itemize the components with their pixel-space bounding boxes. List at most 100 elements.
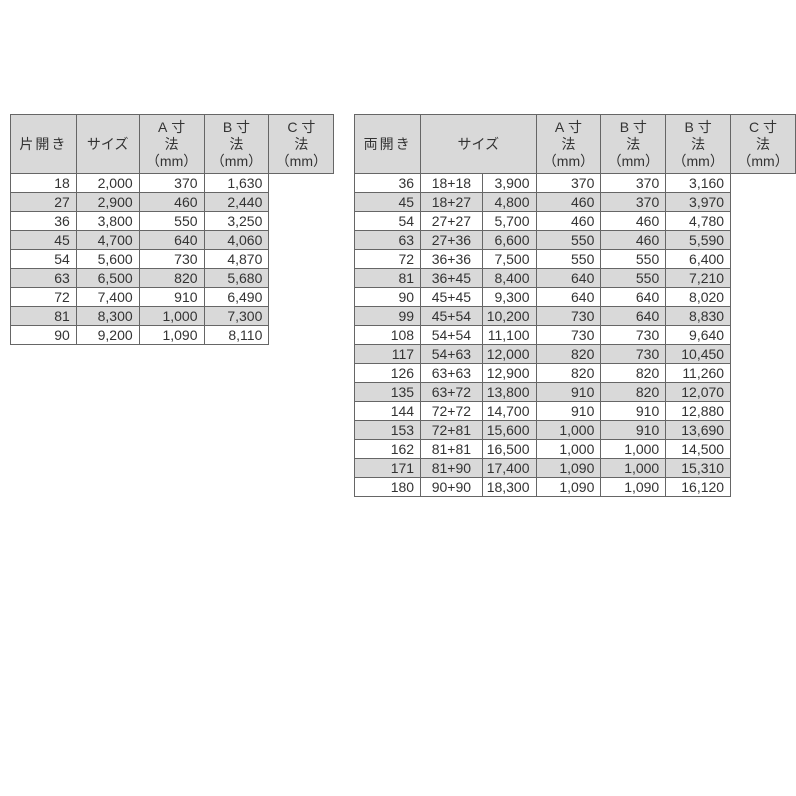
cell-b2: 640 [601, 307, 666, 326]
col-c: C 寸法（mm） [269, 115, 334, 174]
cell-c: 1,630 [204, 174, 269, 193]
cell-size: 108 [355, 326, 421, 345]
cell-c: 7,210 [666, 269, 731, 288]
cell-a: 2,000 [76, 174, 139, 193]
cell-a: 9,200 [76, 326, 139, 345]
table-row: 11754+6312,00082073010,450 [355, 345, 796, 364]
cell-b1: 1,000 [536, 440, 601, 459]
cell-b1: 370 [536, 174, 601, 193]
cell-size: 180 [355, 478, 421, 497]
table-row: 12663+6312,90082082011,260 [355, 364, 796, 383]
cell-b2: 910 [601, 402, 666, 421]
cell-size: 72 [11, 288, 77, 307]
cell-b1: 820 [536, 364, 601, 383]
cell-b2: 640 [601, 288, 666, 307]
cell-c: 15,310 [666, 459, 731, 478]
table-row: 13563+7213,80091082012,070 [355, 383, 796, 402]
cell-combo: 90+90 [421, 478, 483, 497]
cell-size: 63 [11, 269, 77, 288]
cell-a: 7,500 [482, 250, 536, 269]
cell-b1: 640 [536, 269, 601, 288]
cell-b: 550 [139, 212, 204, 231]
cell-b1: 460 [536, 193, 601, 212]
col-a: A 寸法（mm） [536, 115, 601, 174]
cell-combo: 54+54 [421, 326, 483, 345]
table-row: 16281+8116,5001,0001,00014,500 [355, 440, 796, 459]
table-row: 363,8005503,250 [11, 212, 334, 231]
cell-a: 2,900 [76, 193, 139, 212]
cell-a: 6,600 [482, 231, 536, 250]
cell-c: 8,830 [666, 307, 731, 326]
cell-a: 5,600 [76, 250, 139, 269]
cell-b2: 370 [601, 193, 666, 212]
cell-size: 126 [355, 364, 421, 383]
cell-size: 81 [11, 307, 77, 326]
cell-b1: 910 [536, 383, 601, 402]
cell-c: 12,070 [666, 383, 731, 402]
cell-c: 14,500 [666, 440, 731, 459]
cell-b1: 730 [536, 307, 601, 326]
cell-c: 10,450 [666, 345, 731, 364]
cell-a: 12,900 [482, 364, 536, 383]
cell-a: 5,700 [482, 212, 536, 231]
cell-a: 13,800 [482, 383, 536, 402]
table-row: 6327+366,6005504605,590 [355, 231, 796, 250]
cell-b2: 550 [601, 269, 666, 288]
table-row: 182,0003701,630 [11, 174, 334, 193]
table-row: 5427+275,7004604604,780 [355, 212, 796, 231]
cell-combo: 54+63 [421, 345, 483, 364]
cell-b2: 550 [601, 250, 666, 269]
cell-b: 820 [139, 269, 204, 288]
cell-a: 11,100 [482, 326, 536, 345]
table-row: 909,2001,0908,110 [11, 326, 334, 345]
cell-b2: 730 [601, 345, 666, 364]
table-row: 18090+9018,3001,0901,09016,120 [355, 478, 796, 497]
cell-b1: 730 [536, 326, 601, 345]
cell-combo: 72+81 [421, 421, 483, 440]
cell-b: 370 [139, 174, 204, 193]
cell-b2: 460 [601, 212, 666, 231]
cell-a: 16,500 [482, 440, 536, 459]
cell-b1: 910 [536, 402, 601, 421]
cell-b1: 550 [536, 250, 601, 269]
cell-combo: 36+36 [421, 250, 483, 269]
cell-size: 18 [11, 174, 77, 193]
cell-b1: 1,090 [536, 459, 601, 478]
cell-c: 4,780 [666, 212, 731, 231]
table-row: 7236+367,5005505506,400 [355, 250, 796, 269]
cell-a: 15,600 [482, 421, 536, 440]
cell-b2: 1,090 [601, 478, 666, 497]
cell-b1: 820 [536, 345, 601, 364]
cell-a: 10,200 [482, 307, 536, 326]
cell-size: 72 [355, 250, 421, 269]
cell-a: 3,800 [76, 212, 139, 231]
tables-container: 片開き サイズ A 寸法（mm） B 寸法（mm） C 寸法（mm） 182,0… [10, 114, 796, 497]
cell-size: 27 [11, 193, 77, 212]
cell-combo: 72+72 [421, 402, 483, 421]
cell-size: 45 [11, 231, 77, 250]
cell-combo: 27+27 [421, 212, 483, 231]
table-row: 636,5008205,680 [11, 269, 334, 288]
cell-combo: 27+36 [421, 231, 483, 250]
cell-c: 5,590 [666, 231, 731, 250]
cell-combo: 81+90 [421, 459, 483, 478]
col-b: B 寸法（mm） [204, 115, 269, 174]
cell-a: 8,400 [482, 269, 536, 288]
cell-b1: 460 [536, 212, 601, 231]
cell-c: 3,970 [666, 193, 731, 212]
col-c: C 寸法（mm） [731, 115, 796, 174]
cell-c: 16,120 [666, 478, 731, 497]
table-row: 14472+7214,70091091012,880 [355, 402, 796, 421]
cell-combo: 63+72 [421, 383, 483, 402]
cell-b2: 820 [601, 383, 666, 402]
cell-b1: 1,090 [536, 478, 601, 497]
cell-a: 18,300 [482, 478, 536, 497]
cell-size: 36 [11, 212, 77, 231]
cell-c: 7,300 [204, 307, 269, 326]
cell-size: 117 [355, 345, 421, 364]
col-b2: B 寸法（mm） [666, 115, 731, 174]
table-row: 272,9004602,440 [11, 193, 334, 212]
cell-b2: 1,000 [601, 440, 666, 459]
cell-c: 3,250 [204, 212, 269, 231]
col-a: A 寸法（mm） [139, 115, 204, 174]
